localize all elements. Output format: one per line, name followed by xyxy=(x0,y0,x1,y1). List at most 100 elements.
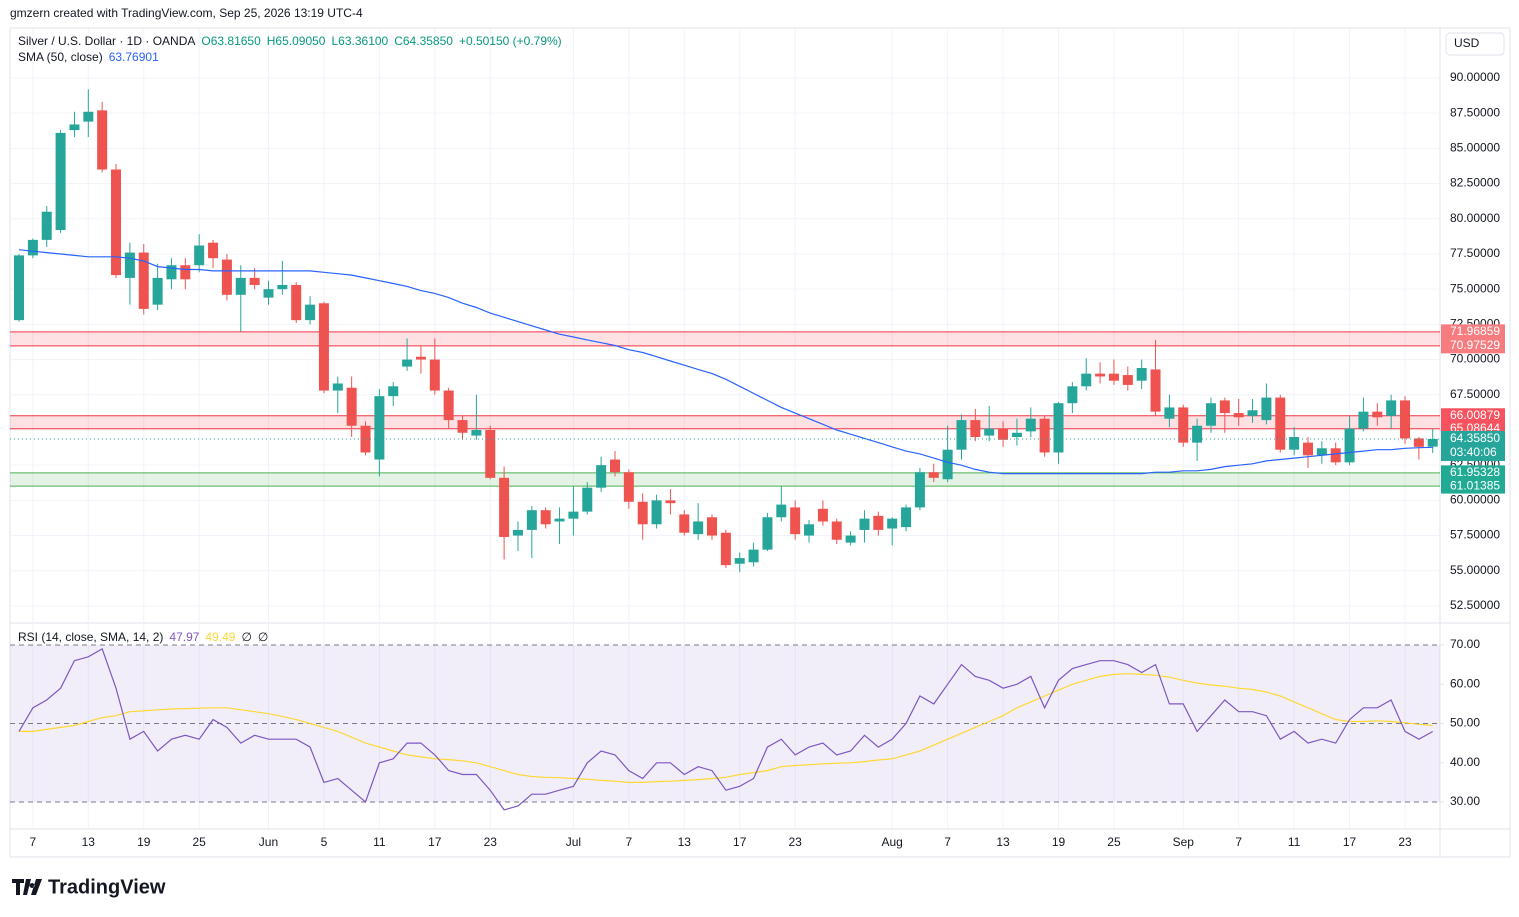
candle-body xyxy=(1136,368,1147,381)
candle-body xyxy=(1122,375,1133,385)
candle-body xyxy=(817,508,828,522)
candle-body xyxy=(887,518,898,529)
rsi-line xyxy=(19,673,1433,783)
legend-item: Silver / U.S. Dollar · 1D · OANDA xyxy=(18,34,195,48)
candle-body xyxy=(609,459,620,473)
rsi-line xyxy=(18,648,1433,811)
candle-body xyxy=(1067,386,1078,404)
y-tick-label: 75.00000 xyxy=(1450,281,1500,295)
candle-body xyxy=(1261,397,1272,421)
sma-value: 63.76901 xyxy=(109,50,159,64)
x-tick-label: 13 xyxy=(82,835,96,849)
y-tick-label: 90.00000 xyxy=(1450,70,1500,84)
price-label: 61.95328 xyxy=(1450,465,1500,479)
candle-body xyxy=(568,511,579,519)
candle-body xyxy=(402,359,413,367)
candle-body xyxy=(623,472,634,502)
candle-body xyxy=(942,449,953,480)
zone xyxy=(10,331,1440,346)
candle-body xyxy=(804,524,815,536)
candle-body xyxy=(346,387,357,426)
legend-item: L63.36100 xyxy=(331,34,388,48)
grid xyxy=(10,28,1440,828)
candle-body xyxy=(374,396,385,460)
logo: TradingView xyxy=(12,876,166,898)
x-tick-label: 11 xyxy=(373,835,386,849)
candle-body xyxy=(332,383,343,391)
candle-body xyxy=(1427,438,1438,447)
x-tick-label: 13 xyxy=(996,835,1010,849)
candle-body xyxy=(554,518,565,522)
rsi-tick-label: 70.00 xyxy=(1450,637,1480,651)
candle-body xyxy=(1233,413,1244,418)
candle-body xyxy=(526,510,537,530)
y-tick-label: 87.50000 xyxy=(1450,105,1500,119)
candle-body xyxy=(1219,400,1230,414)
candle-body xyxy=(998,428,1009,440)
frame xyxy=(9,27,1511,858)
candle-body xyxy=(1344,428,1355,463)
legend-item: C64.35850 xyxy=(394,34,453,48)
candle-body xyxy=(41,211,52,240)
currency[interactable]: USD xyxy=(1454,36,1480,50)
candle-body xyxy=(457,420,468,433)
candle-body xyxy=(235,277,246,295)
candle-body xyxy=(305,304,316,321)
credit: gmzern created with TradingView.com, Sep… xyxy=(10,6,363,20)
candle-body xyxy=(831,521,842,540)
price-label-box xyxy=(1441,465,1505,481)
candle-body xyxy=(540,510,551,525)
candle-body xyxy=(429,359,440,391)
rsi-tick-label: 30.00 xyxy=(1450,794,1480,808)
x-tick-label: 17 xyxy=(428,835,442,849)
y-tick-label: 82.50000 xyxy=(1450,176,1500,190)
candle-body xyxy=(859,518,870,530)
candle-body xyxy=(665,500,676,504)
y-tick-label: 52.50000 xyxy=(1450,598,1500,612)
candle-body xyxy=(845,535,856,543)
candle-body xyxy=(69,124,80,131)
candle-body xyxy=(1150,369,1161,412)
y-tick-label: 85.00000 xyxy=(1450,141,1500,155)
candle-body xyxy=(928,472,939,478)
candle-body xyxy=(166,265,177,280)
candle-body xyxy=(734,558,745,564)
x-tick-label: 17 xyxy=(733,835,747,849)
currency-button[interactable] xyxy=(1445,32,1505,56)
candle-body xyxy=(180,265,191,280)
last-price-label: 64.35850 xyxy=(1450,431,1500,445)
y-tick-label: 57.50000 xyxy=(1450,528,1500,542)
y-tick-label: 80.00000 xyxy=(1450,211,1500,225)
candle-body xyxy=(1205,403,1216,426)
candle-body xyxy=(790,507,801,535)
candle-body xyxy=(1275,397,1286,450)
candle-body xyxy=(318,303,329,391)
candle-body xyxy=(471,429,482,436)
x-tick-label: 7 xyxy=(1235,835,1242,849)
rsi-tick-label: 60.00 xyxy=(1450,676,1480,690)
candle-body xyxy=(1164,407,1175,419)
candle-body xyxy=(1095,373,1106,377)
y-tick-label: 60.00000 xyxy=(1450,493,1500,507)
zone xyxy=(10,415,1440,429)
candle-body xyxy=(873,515,884,530)
candle-body xyxy=(1039,418,1050,453)
candle-body xyxy=(27,239,38,256)
x-tick-label: 23 xyxy=(1398,835,1412,849)
x-tick-label: 5 xyxy=(321,835,328,849)
y-tick-label: 70.00000 xyxy=(1450,352,1500,366)
rsi-value: 49.49 xyxy=(205,630,235,644)
zone xyxy=(10,472,1440,487)
rsi-value: 47.97 xyxy=(169,630,199,644)
rsi-legend: RSI (14, close, SMA, 14, 2) xyxy=(18,630,163,644)
price-label-box xyxy=(1441,408,1505,424)
candle-body xyxy=(249,277,260,285)
x-tick-label: 11 xyxy=(1288,835,1301,849)
candle-body xyxy=(291,284,302,321)
sma-line xyxy=(18,249,1433,475)
candle-body xyxy=(1081,373,1092,387)
candle-body xyxy=(360,425,371,453)
candle-body xyxy=(124,252,135,278)
price-label-box xyxy=(1441,338,1505,354)
